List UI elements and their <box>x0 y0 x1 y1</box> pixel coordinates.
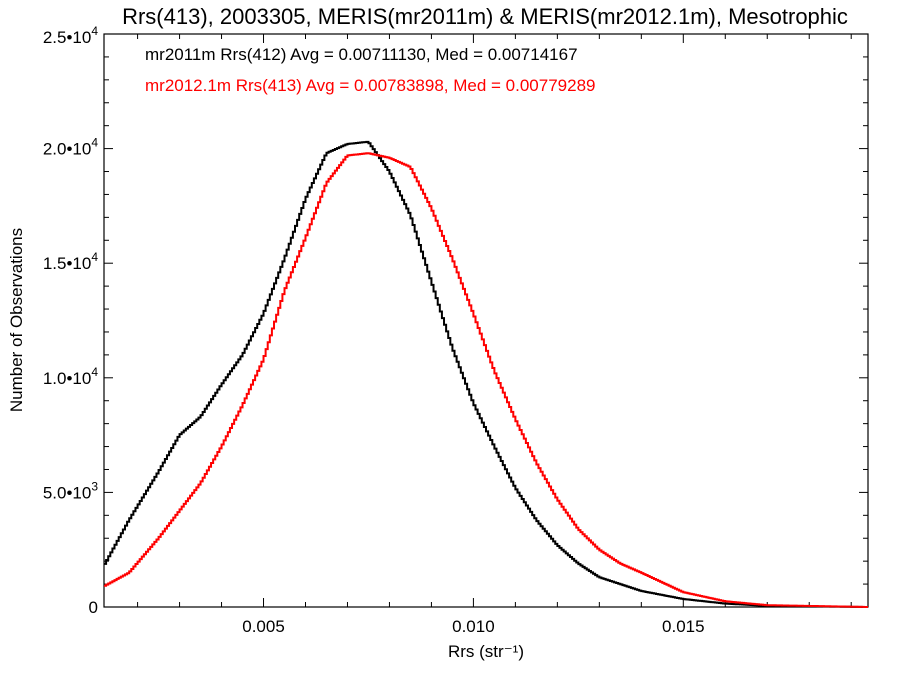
series-mr2012-line <box>104 152 868 608</box>
y-tick-label: 2.0•104 <box>43 136 99 159</box>
y-tick-label: 1.5•104 <box>43 250 99 273</box>
x-tick-label: 0.010 <box>452 617 495 636</box>
x-axis-label: Rrs (str⁻¹) <box>448 642 524 661</box>
y-tick-label: 0 <box>89 598 98 617</box>
series-mr2011m-line <box>104 140 868 608</box>
plot-border <box>103 33 869 608</box>
y-tick-label: 2.5•104 <box>43 24 99 47</box>
chart-title: Rrs(413), 2003305, MERIS(mr2011m) & MERI… <box>122 4 848 29</box>
series-layer <box>104 140 868 608</box>
plot-frame <box>103 33 869 608</box>
y-axis-label: Number of Observations <box>7 228 26 412</box>
y-tick-label: 1.0•104 <box>43 365 99 388</box>
x-tick-label: 0.005 <box>242 617 285 636</box>
x-axis: 0.005 0.010 0.015 <box>137 34 852 636</box>
y-axis: 0 5.0•103 1.0•104 1.5•104 2.0•104 2.5•104 <box>43 24 868 617</box>
y-tick-label: 5.0•103 <box>43 479 99 502</box>
x-tick-label: 0.015 <box>662 617 705 636</box>
legend-entry-red: mr2012.1m Rrs(413) Avg = 0.00783898, Med… <box>145 76 596 95</box>
legend-entry-black: mr2011m Rrs(412) Avg = 0.00711130, Med =… <box>145 45 578 64</box>
